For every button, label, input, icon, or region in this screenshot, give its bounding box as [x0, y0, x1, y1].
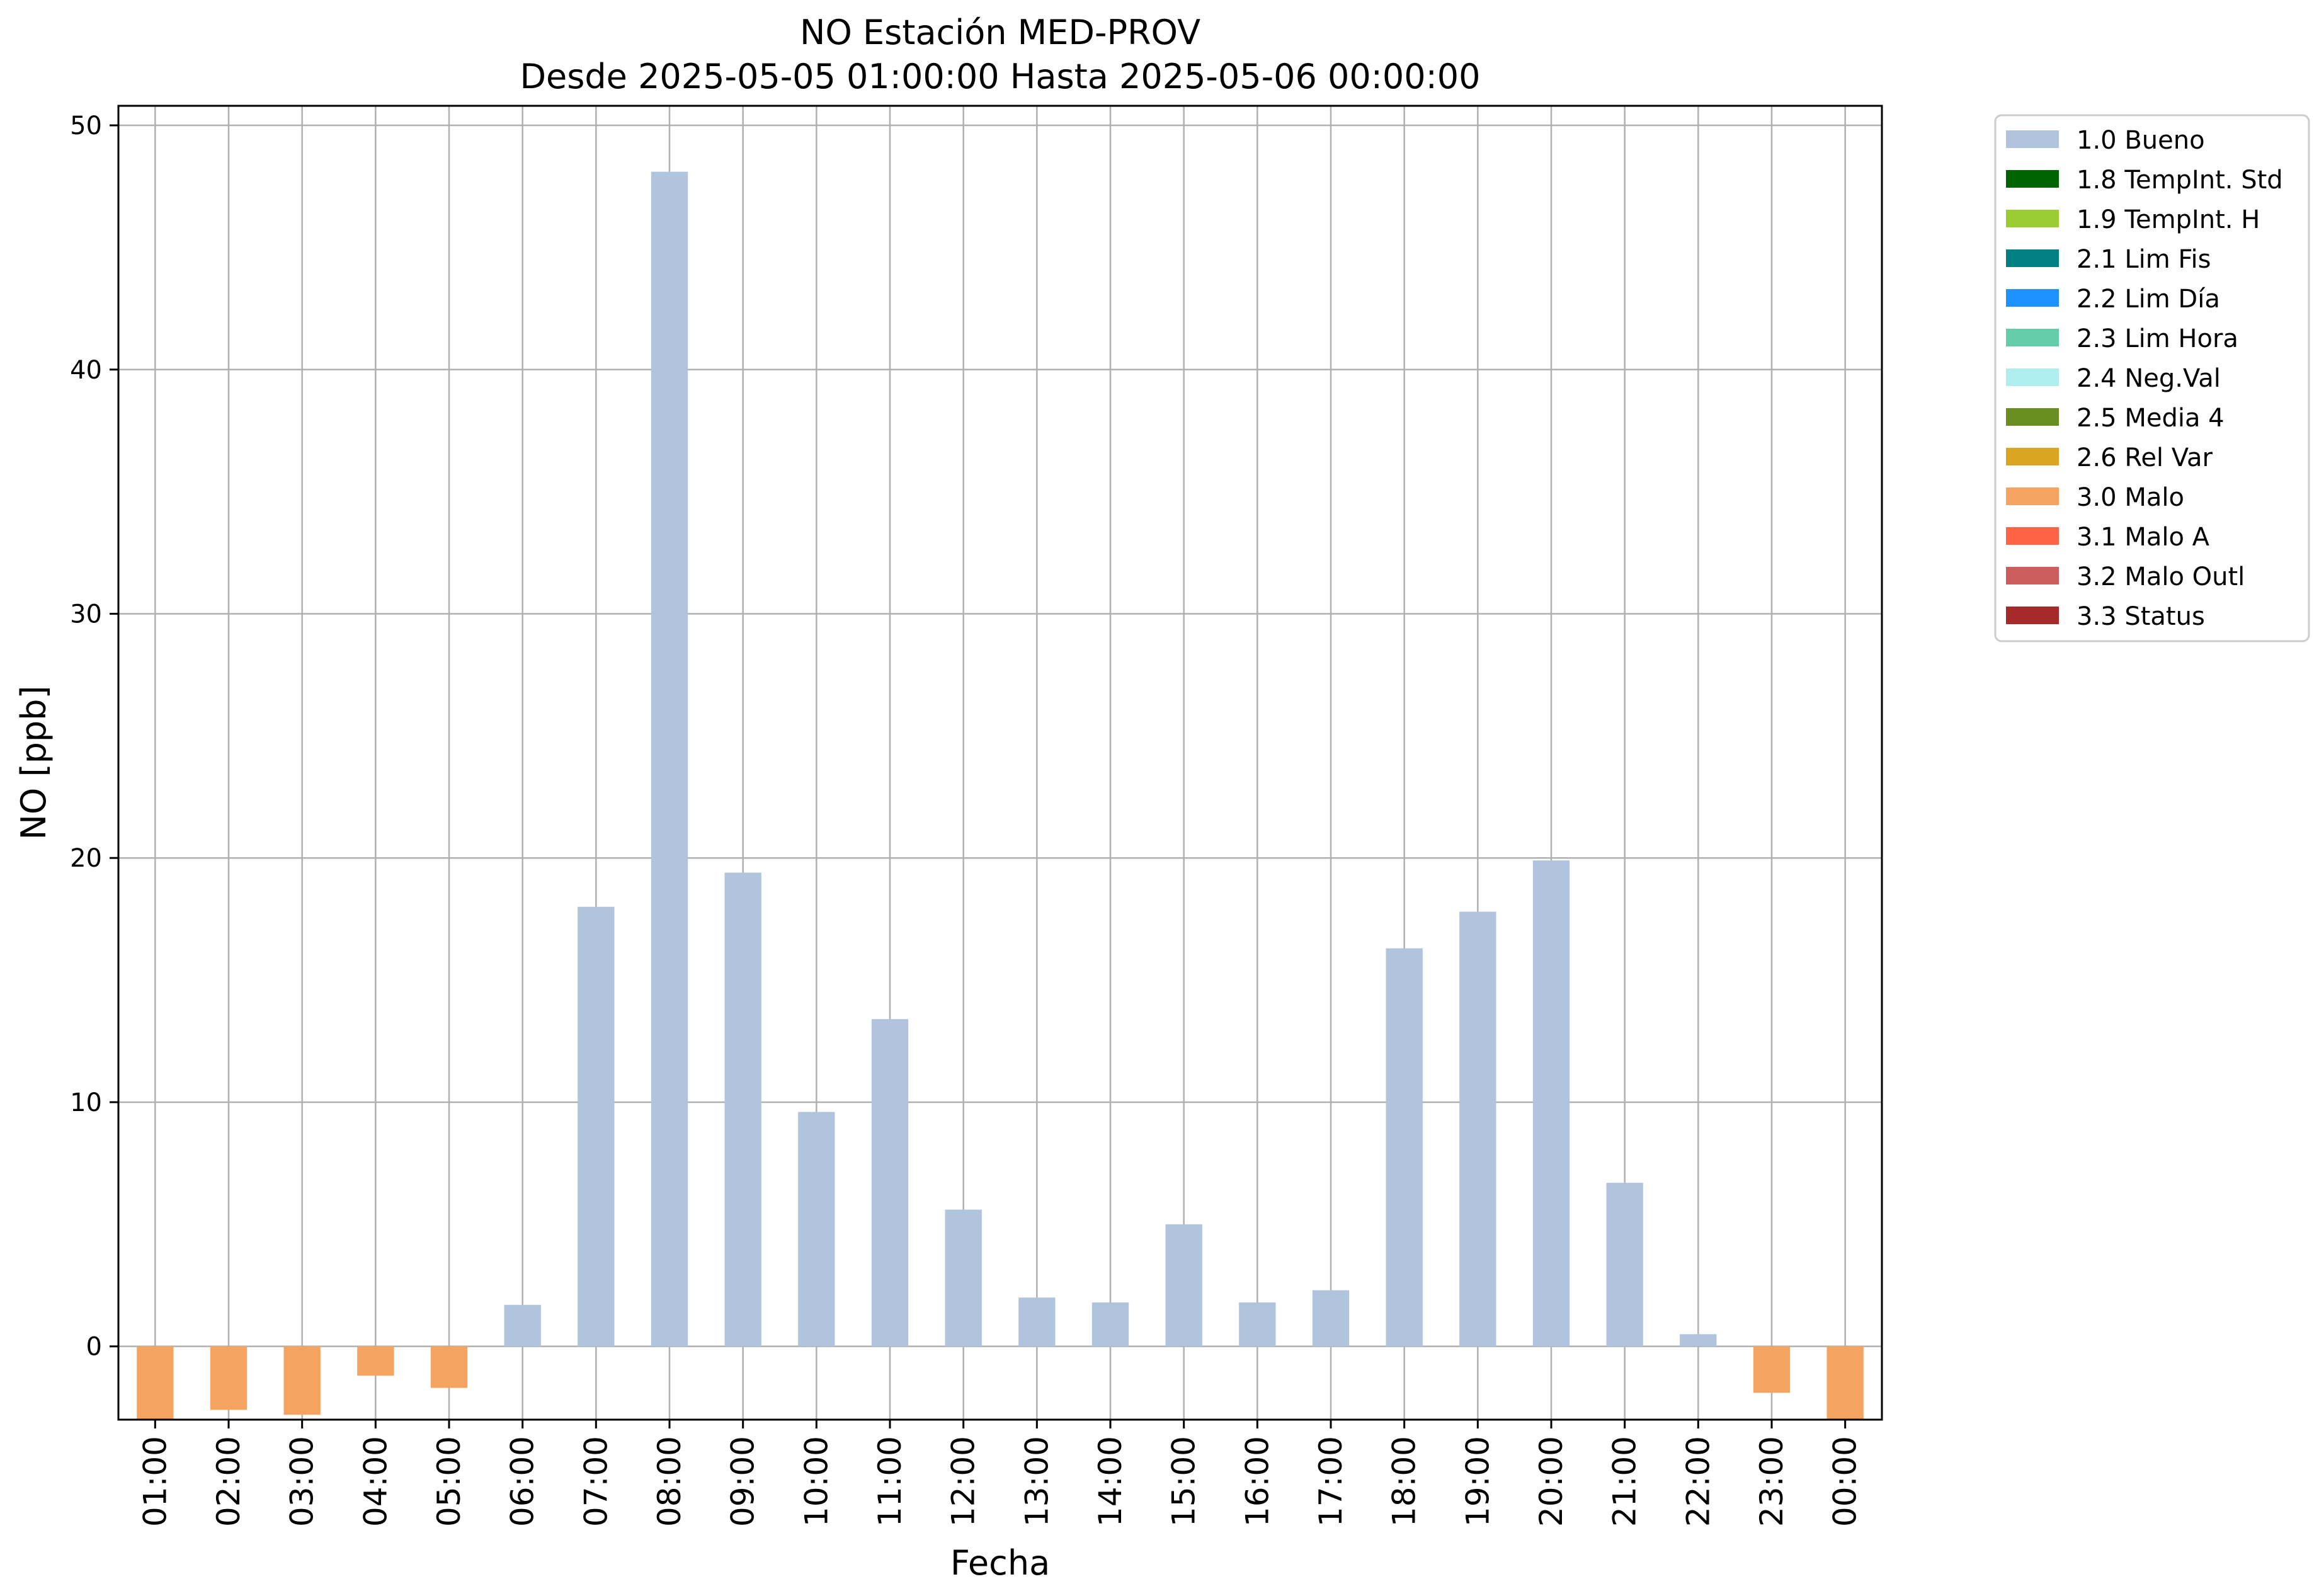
x-tick-label: 08:00	[651, 1436, 688, 1527]
bar-0500	[430, 1346, 468, 1388]
x-tick-label: 03:00	[284, 1436, 321, 1527]
bar-1300	[1018, 1297, 1056, 1347]
y-tick-label: 20	[70, 844, 102, 873]
x-tick-label: 15:00	[1166, 1436, 1202, 1527]
legend-label: 2.4 Neg.Val	[2077, 364, 2221, 393]
legend-label: 2.2 Lim Día	[2077, 285, 2220, 314]
x-tick-label: 23:00	[1753, 1436, 1790, 1527]
x-tick-label: 22:00	[1680, 1436, 1716, 1527]
x-tick-label: 17:00	[1313, 1436, 1349, 1527]
bar-0600	[504, 1304, 541, 1347]
legend-swatch	[2006, 170, 2059, 188]
x-axis-ticks: 01:00 02:00 03:00 04:00 05:00 06:00 07:00 08:00…	[137, 1420, 1864, 1527]
legend-label: 3.2 Malo Outl	[2077, 562, 2245, 591]
legend: 1.0 Bueno 1.8 TempInt. Std 1.9 TempInt. H 2…	[1994, 114, 2310, 642]
legend-label: 2.3 Lim Hora	[2077, 324, 2238, 353]
bar-1100	[871, 1019, 909, 1347]
bar-0000	[1826, 1346, 1864, 1420]
y-tick-label: 0	[86, 1333, 102, 1362]
bar-0400	[357, 1346, 394, 1376]
x-tick-label: 09:00	[725, 1436, 761, 1527]
legend-swatch	[2006, 567, 2059, 584]
legend-label: 2.6 Rel Var	[2077, 443, 2213, 472]
legend-swatch	[2006, 289, 2059, 307]
plot-frame	[117, 105, 1883, 1421]
legend-swatch	[2006, 249, 2059, 267]
x-tick-label: 02:00	[210, 1436, 247, 1527]
legend-label: 3.3 Status	[2077, 602, 2205, 631]
bar-0200	[210, 1346, 248, 1410]
legend-swatch	[2006, 448, 2059, 465]
x-tick-label: 16:00	[1239, 1436, 1275, 1527]
x-tick-label: 13:00	[1018, 1436, 1055, 1527]
legend-swatch	[2006, 329, 2059, 346]
x-tick-label: 14:00	[1092, 1436, 1129, 1527]
bar-1700	[1312, 1290, 1350, 1347]
x-tick-label: 10:00	[798, 1436, 835, 1527]
bar-0800	[651, 171, 688, 1347]
bar-0300	[283, 1346, 321, 1415]
legend-swatch	[2006, 408, 2059, 426]
legend-frame	[1994, 114, 2310, 642]
legend-swatch	[2006, 487, 2059, 505]
bar-1900	[1459, 911, 1496, 1347]
legend-label: 1.0 Bueno	[2077, 126, 2205, 155]
bar-1500	[1165, 1224, 1202, 1347]
y-tick-label: 10	[70, 1088, 102, 1117]
x-tick-label: 21:00	[1607, 1436, 1643, 1527]
x-tick-label: 07:00	[578, 1436, 614, 1527]
bar-0900	[724, 872, 761, 1347]
y-tick-label: 50	[70, 111, 102, 140]
bar-1600	[1239, 1302, 1276, 1347]
x-tick-label: 04:00	[357, 1436, 394, 1527]
legend-label: 3.1 Malo A	[2077, 523, 2210, 552]
bar-2000	[1532, 860, 1570, 1347]
legend-items: 1.0 Bueno 1.8 TempInt. Std 1.9 TempInt. H 2…	[2006, 126, 2283, 631]
legend-swatch	[2006, 130, 2059, 148]
legend-swatch	[2006, 607, 2059, 624]
x-tick-label: 05:00	[431, 1436, 467, 1527]
y-axis-label: NO [ppb]	[14, 685, 54, 840]
legend-label: 2.1 Lim Fis	[2077, 245, 2211, 274]
bar-1200	[945, 1209, 982, 1347]
y-tick-label: 40	[70, 356, 102, 385]
y-axis-ticks: 0 10 20 30 40 50	[70, 111, 118, 1362]
bar-0700	[578, 906, 615, 1347]
x-tick-label: 18:00	[1386, 1436, 1423, 1527]
x-tick-label: 19:00	[1459, 1436, 1496, 1527]
chart-title: NO Estación MED-PROV	[800, 13, 1200, 52]
bar-1800	[1386, 948, 1423, 1347]
x-tick-label: 20:00	[1533, 1436, 1570, 1527]
legend-swatch	[2006, 368, 2059, 386]
x-tick-label: 00:00	[1827, 1436, 1864, 1527]
x-tick-label: 01:00	[137, 1436, 173, 1527]
bar-2300	[1753, 1346, 1791, 1393]
x-tick-label: 06:00	[504, 1436, 541, 1527]
legend-swatch	[2006, 210, 2059, 227]
legend-label: 2.5 Media 4	[2077, 404, 2225, 433]
bars	[137, 171, 1864, 1420]
legend-label: 1.9 TempInt. H	[2077, 205, 2260, 234]
legend-label: 1.8 TempInt. Std	[2077, 166, 2283, 195]
legend-swatch	[2006, 527, 2059, 545]
bar-2200	[1680, 1334, 1717, 1347]
y-tick-label: 30	[70, 600, 102, 629]
bar-1400	[1091, 1302, 1129, 1347]
x-axis-label: Fecha	[950, 1543, 1050, 1583]
legend-label: 3.0 Malo	[2077, 483, 2184, 512]
bar-0100	[137, 1346, 174, 1420]
chart-subtitle: Desde 2025-05-05 01:00:00 Hasta 2025-05-…	[520, 57, 1480, 96]
x-tick-label: 11:00	[872, 1436, 908, 1527]
bar-2100	[1606, 1182, 1643, 1347]
bar-1000	[798, 1112, 835, 1347]
x-tick-label: 12:00	[945, 1436, 982, 1527]
